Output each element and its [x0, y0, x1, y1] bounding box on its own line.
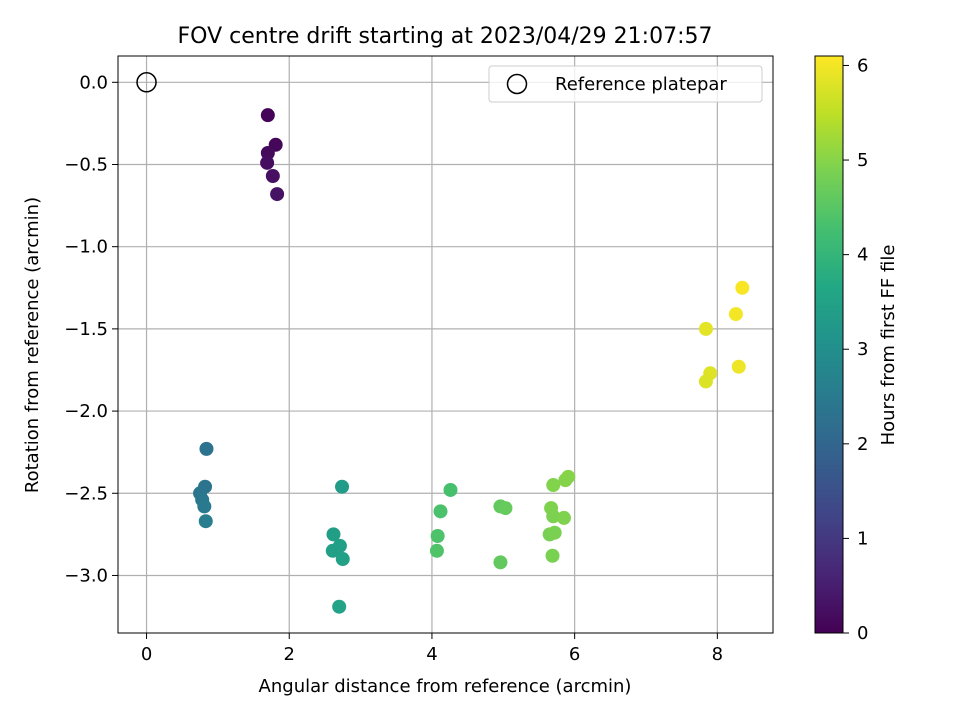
- data-point: [546, 509, 561, 524]
- legend-box: [488, 65, 763, 103]
- data-point: [270, 187, 285, 202]
- data-point: [326, 527, 341, 542]
- y-tick-label: −1.0: [64, 237, 108, 258]
- data-point: [197, 499, 212, 514]
- x-tick-label: 8: [712, 644, 723, 665]
- data-point: [698, 374, 713, 389]
- data-point: [546, 478, 561, 493]
- colorbar-label: Hours from first FF file: [878, 245, 899, 446]
- colorbar-tick-label: 0: [857, 623, 868, 644]
- data-point: [698, 321, 713, 336]
- data-point: [335, 552, 350, 567]
- x-tick-label: 4: [426, 644, 437, 665]
- data-point: [728, 307, 743, 322]
- colorbar-tick-label: 1: [857, 528, 868, 549]
- plot-frame: [117, 55, 774, 634]
- data-point: [199, 441, 214, 456]
- data-point: [260, 108, 275, 123]
- data-point: [731, 359, 746, 374]
- data-point: [547, 525, 562, 540]
- data-point: [260, 155, 275, 170]
- colorbar: 0 1 2 3 4 5 6 Hours from first FF file: [814, 55, 899, 644]
- data-point: [430, 529, 445, 544]
- x-tick-label: 0: [141, 644, 152, 665]
- x-tick-label: 6: [569, 644, 580, 665]
- y-tick-label: −1.5: [64, 319, 108, 340]
- legend-label-reference: Reference platepar: [555, 74, 727, 95]
- data-points: [193, 108, 750, 614]
- colorbar-gradient: [814, 55, 844, 634]
- data-point: [335, 479, 350, 494]
- y-axis-ticks: 0.0 −0.5 −1.0 −1.5 −2.0 −2.5 −3.0: [64, 72, 118, 586]
- data-point: [735, 280, 750, 295]
- colorbar-tick-label: 2: [857, 434, 868, 455]
- colorbar-tick-label: 5: [857, 150, 868, 171]
- x-axis-label: Angular distance from reference (arcmin): [259, 676, 632, 697]
- y-tick-label: −2.0: [64, 401, 108, 422]
- chart-title: FOV centre drift starting at 2023/04/29 …: [178, 24, 713, 49]
- data-point: [556, 510, 571, 525]
- data-point: [325, 543, 340, 558]
- data-point: [493, 555, 508, 570]
- reference-point: [136, 72, 157, 93]
- y-tick-label: −3.0: [64, 565, 108, 586]
- colorbar-ticks: 0 1 2 3 4 5 6: [843, 55, 868, 644]
- x-tick-label: 2: [284, 644, 295, 665]
- grid-lines: [118, 56, 773, 633]
- data-point: [498, 501, 513, 516]
- y-tick-label: −2.5: [64, 483, 108, 504]
- legend: Reference platepar: [488, 65, 763, 103]
- data-point: [545, 548, 560, 563]
- colorbar-tick-label: 4: [857, 245, 868, 266]
- data-point: [433, 504, 448, 519]
- y-tick-label: −0.5: [64, 154, 108, 175]
- x-axis-ticks: 0 2 4 6 8: [141, 633, 723, 665]
- data-point: [265, 169, 280, 184]
- colorbar-tick-label: 6: [857, 55, 868, 76]
- y-axis-label: Rotation from reference (arcmin): [22, 197, 43, 493]
- data-point: [429, 543, 444, 558]
- reference-marker: [136, 72, 157, 93]
- data-point: [332, 599, 347, 614]
- colorbar-tick-label: 3: [857, 339, 868, 360]
- y-tick-label: 0.0: [79, 72, 108, 93]
- data-point: [558, 473, 573, 488]
- data-point: [443, 482, 458, 497]
- data-point: [198, 514, 213, 529]
- legend-reference-marker: [506, 73, 528, 95]
